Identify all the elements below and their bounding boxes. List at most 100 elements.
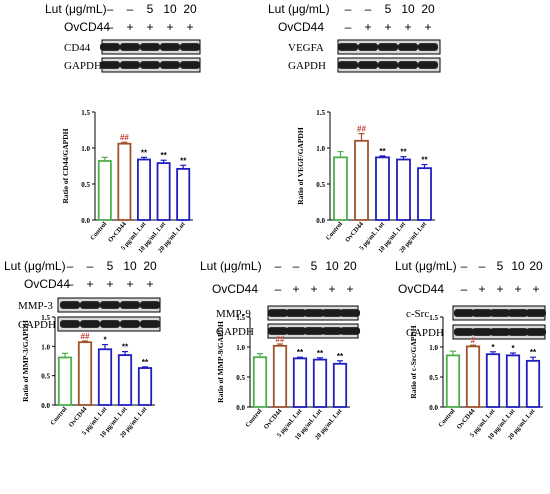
- lut-dose-value: 5: [385, 2, 392, 16]
- ovcd44-label: OvCD44: [24, 277, 70, 291]
- gapdh-label: GAPDH: [64, 60, 102, 72]
- bar: [333, 156, 348, 221]
- blot-gapdh-band: [120, 320, 140, 328]
- protein-label: CD44: [64, 42, 91, 54]
- gapdh-label: GAPDH: [18, 319, 56, 331]
- lut-dose-value: –: [479, 259, 486, 273]
- blot-gapdh-band: [338, 61, 358, 69]
- blot-gapdh-band: [304, 327, 324, 335]
- blot-vegfa-band: [358, 43, 378, 51]
- significance-label: **: [160, 151, 167, 160]
- lut-dose-value: 5: [107, 259, 114, 273]
- significance-label: **: [337, 352, 344, 361]
- y-tick-label: 0.0: [41, 402, 50, 410]
- blot-gapdh-band: [180, 61, 200, 69]
- blot-cd44-band: [100, 43, 120, 51]
- lut-dose-value: 10: [401, 2, 415, 16]
- lut-dose-label: Lut (μg/mL): [395, 259, 457, 273]
- protein-label: c-Src: [406, 308, 429, 320]
- x-tick-label: Control: [89, 221, 108, 242]
- bar: [417, 167, 432, 221]
- significance-label: #: [471, 336, 476, 345]
- blot-csrc-band: [508, 309, 528, 317]
- bar: [252, 356, 268, 408]
- lut-dose-value: 10: [163, 2, 177, 16]
- ovcd44-sign: +: [126, 20, 133, 34]
- blot-gapdh-band: [398, 61, 418, 69]
- lut-dose-value: 20: [529, 259, 543, 273]
- bar: [375, 156, 390, 221]
- bar: [485, 353, 501, 408]
- y-tick-label: 0.0: [429, 404, 438, 412]
- y-axis-label: Ratio of c-Src/GAPDH: [409, 325, 418, 398]
- lut-dose-value: –: [461, 259, 468, 273]
- significance-label: ##: [81, 332, 90, 341]
- x-tick-label: Control: [244, 408, 263, 429]
- y-tick-label: 1.5: [316, 109, 325, 117]
- blot-gapdh-band: [140, 320, 160, 328]
- lut-dose-value: 10: [511, 259, 525, 273]
- blot-mmp9-band: [268, 309, 288, 317]
- ovcd44-sign: +: [496, 282, 503, 296]
- gapdh-label: GAPDH: [216, 326, 254, 338]
- lut-dose-value: –: [87, 259, 94, 273]
- significance-label: ##: [357, 125, 366, 134]
- blot-mmp9-band: [304, 309, 324, 317]
- blot-gapdh-band: [160, 61, 180, 69]
- blot-gapdh-band: [378, 61, 398, 69]
- bar: [354, 139, 369, 221]
- lut-dose-value: 5: [311, 259, 318, 273]
- lut-dose-value: –: [365, 2, 372, 16]
- blot-gapdh-band: [120, 61, 140, 69]
- ovcd44-label: OvCD44: [278, 20, 324, 34]
- significance-label: **: [297, 348, 304, 357]
- blot-csrc-band: [490, 309, 510, 317]
- bar: [77, 341, 93, 406]
- blot-vegfa-band: [338, 43, 358, 51]
- significance-label: *: [103, 336, 107, 345]
- lut-dose-value: 20: [183, 2, 197, 16]
- protein-label: MMP-3: [18, 300, 53, 312]
- ovcd44-sign: +: [86, 277, 93, 291]
- blot-mmp3-band: [120, 301, 140, 309]
- ovcd44-sign: +: [106, 277, 113, 291]
- bar: [312, 358, 328, 408]
- significance-label: **: [141, 148, 148, 157]
- gapdh-label: GAPDH: [406, 327, 444, 339]
- ovcd44-sign: +: [514, 282, 521, 296]
- blot-mmp9-band: [340, 309, 360, 317]
- bar-chart-mmp3: 0.0 0.5 1.0 1.5 Ratio of MMP-3/GAPDH Control #…: [21, 314, 155, 439]
- bar: [445, 354, 461, 408]
- significance-label: **: [400, 148, 407, 157]
- blot-gapdh-band: [340, 327, 360, 335]
- significance-label: **: [122, 343, 129, 352]
- y-axis-label: Ratio of MMP-9/GAPDH: [216, 321, 225, 403]
- y-tick-label: 0.5: [41, 373, 50, 381]
- bar: [332, 362, 348, 408]
- significance-label: **: [530, 348, 537, 357]
- blot-csrc-band: [454, 309, 474, 317]
- blot-gapdh-band: [526, 328, 546, 336]
- y-tick-label: 1.0: [81, 145, 90, 153]
- lut-dose-label: Lut (μg/mL): [4, 259, 66, 273]
- significance-label: **: [421, 156, 428, 165]
- lut-dose-value: 10: [123, 259, 137, 273]
- ovcd44-sign: +: [384, 20, 391, 34]
- blot-csrc-band: [526, 309, 546, 317]
- x-tick-label: OvCD44: [344, 220, 365, 244]
- bar: [525, 359, 541, 408]
- significance-label: **: [379, 147, 386, 156]
- blot-mmp3-band: [80, 301, 100, 309]
- ovcd44-sign: +: [328, 282, 335, 296]
- blot-gapdh-band: [60, 320, 80, 328]
- ovcd44-sign: +: [166, 20, 173, 34]
- lut-dose-value: 5: [147, 2, 154, 16]
- significance-label: ##: [120, 133, 129, 142]
- lut-dose-label: Lut (μg/mL): [200, 259, 262, 273]
- bar: [117, 142, 132, 221]
- lut-dose-value: –: [345, 2, 352, 16]
- blot-mmp9-band: [286, 309, 306, 317]
